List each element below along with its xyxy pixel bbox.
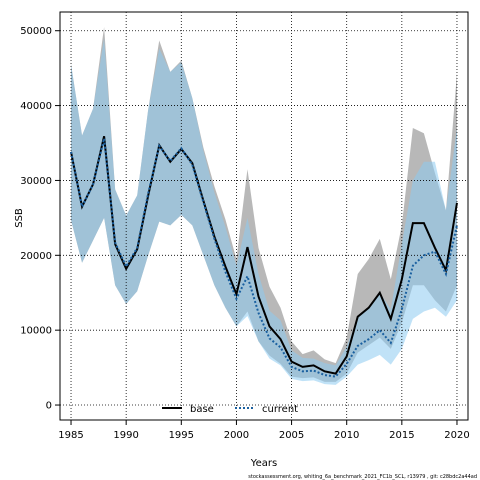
y-tick-label: 50000 [20, 26, 52, 37]
series-lines [70, 136, 458, 378]
x-axis-label: Years [250, 458, 277, 469]
legend-base-label: base [190, 404, 214, 415]
y-tick-label: 40000 [20, 101, 52, 112]
legend: base current [162, 404, 298, 415]
plot-frame [59, 11, 469, 421]
x-tick-label: 2005 [279, 430, 304, 441]
x-tick-label: 2010 [334, 430, 359, 441]
x-axis-ticks: 1985 1990 1995 2000 2005 2010 2015 2020 [58, 420, 470, 441]
current-series-line [70, 138, 458, 378]
legend-current-label: current [262, 404, 298, 415]
y-tick-label: 0 [46, 401, 52, 412]
grid-lines [60, 12, 468, 420]
x-tick-label: 1995 [169, 430, 194, 441]
footer-text: stockassessment.org, whiting_6a_benchmar… [248, 474, 477, 480]
y-tick-label: 30000 [20, 176, 52, 187]
y-axis-label: SSB [14, 208, 25, 228]
y-tick-label: 10000 [20, 326, 52, 337]
y-axis-ticks: 0 10000 20000 30000 40000 50000 [20, 26, 60, 412]
confidence-bands [71, 26, 457, 385]
x-tick-label: 1985 [58, 430, 83, 441]
x-tick-label: 2015 [389, 430, 414, 441]
base-series-line [70, 136, 458, 375]
y-tick-label: 20000 [20, 251, 52, 262]
x-tick-label: 1990 [113, 430, 138, 441]
current-confidence-band [71, 38, 457, 385]
x-tick-label: 2000 [224, 430, 249, 441]
x-tick-label: 2020 [444, 430, 469, 441]
